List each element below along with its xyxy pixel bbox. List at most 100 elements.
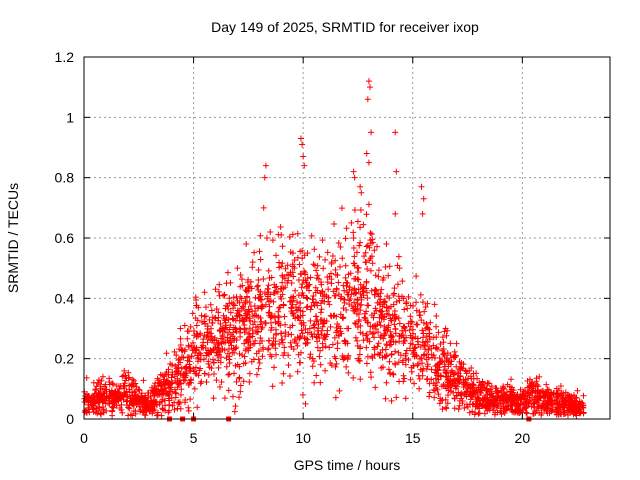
data-point <box>391 307 398 314</box>
data-point <box>375 267 382 274</box>
data-point <box>315 331 322 338</box>
data-point <box>176 356 183 363</box>
data-point <box>315 325 322 332</box>
data-point <box>311 262 318 269</box>
data-point <box>255 304 262 311</box>
data-point <box>255 277 262 284</box>
data-point <box>542 403 549 410</box>
data-point <box>357 343 364 350</box>
data-point <box>369 323 376 330</box>
data-point <box>331 353 338 360</box>
data-point <box>574 387 581 394</box>
data-point <box>450 371 457 378</box>
data-point <box>357 224 364 231</box>
data-point <box>377 296 384 303</box>
data-point <box>382 263 389 270</box>
chart-title: Day 149 of 2025, SRMTID for receiver ixo… <box>211 19 479 35</box>
data-point <box>317 309 324 316</box>
data-point <box>356 357 363 364</box>
data-point <box>230 316 237 323</box>
data-point <box>265 282 272 289</box>
grid <box>84 57 610 419</box>
data-point <box>392 339 399 346</box>
data-point <box>524 402 531 409</box>
data-point <box>165 366 172 373</box>
data-point <box>307 306 314 313</box>
data-point <box>156 391 163 398</box>
data-point <box>413 307 420 314</box>
data-point <box>547 392 554 399</box>
data-point <box>167 384 174 391</box>
data-point <box>221 328 228 335</box>
data-point <box>371 291 378 298</box>
data-point <box>317 300 324 307</box>
data-point <box>382 327 389 334</box>
data-point <box>360 292 367 299</box>
data-point <box>257 256 264 263</box>
data-point <box>129 376 136 383</box>
data-point <box>484 404 491 411</box>
data-point <box>297 317 304 324</box>
data-point <box>204 323 211 330</box>
data-point <box>106 379 113 386</box>
data-point <box>279 260 286 267</box>
data-point <box>337 263 344 270</box>
data-point <box>510 389 517 396</box>
data-point <box>407 313 414 320</box>
data-point <box>205 335 212 342</box>
data-point <box>280 370 287 377</box>
data-point <box>279 273 286 280</box>
data-point <box>531 399 538 406</box>
data-point <box>331 334 338 341</box>
data-point <box>194 333 201 340</box>
data-point <box>159 396 166 403</box>
data-point <box>342 262 349 269</box>
data-point <box>251 249 258 256</box>
data-point <box>350 229 357 236</box>
data-point <box>368 287 375 294</box>
data-point <box>488 383 495 390</box>
data-point <box>467 382 474 389</box>
data-point <box>217 349 224 356</box>
data-point <box>414 321 421 328</box>
data-point <box>457 366 464 373</box>
data-point <box>277 223 284 230</box>
data-point <box>401 375 408 382</box>
data-point <box>249 259 256 266</box>
data-point <box>142 392 149 399</box>
data-point <box>357 281 364 288</box>
data-point <box>215 364 222 371</box>
data-point <box>462 376 469 383</box>
data-point <box>453 383 460 390</box>
data-point <box>550 401 557 408</box>
data-point <box>402 352 409 359</box>
data-point <box>183 363 190 370</box>
data-point <box>90 402 97 409</box>
data-point <box>300 153 307 160</box>
data-point <box>475 410 482 417</box>
data-point <box>174 384 181 391</box>
data-point <box>398 293 405 300</box>
data-point <box>304 336 311 343</box>
data-point <box>433 323 440 330</box>
data-point <box>392 348 399 355</box>
data-point <box>355 265 362 272</box>
data-point <box>387 315 394 322</box>
data-point <box>260 276 267 283</box>
data-point <box>308 331 315 338</box>
data-point <box>464 385 471 392</box>
data-point <box>472 409 479 416</box>
data-point <box>341 337 348 344</box>
data-point <box>509 408 516 415</box>
data-point <box>306 354 313 361</box>
data-point <box>258 303 265 310</box>
data-point <box>534 396 541 403</box>
data-point <box>366 244 373 251</box>
data-point <box>357 183 364 190</box>
data-point <box>399 327 406 334</box>
data-point <box>576 410 583 417</box>
data-point <box>524 410 531 417</box>
data-point <box>236 375 243 382</box>
data-point <box>231 370 238 377</box>
data-point <box>549 406 556 413</box>
